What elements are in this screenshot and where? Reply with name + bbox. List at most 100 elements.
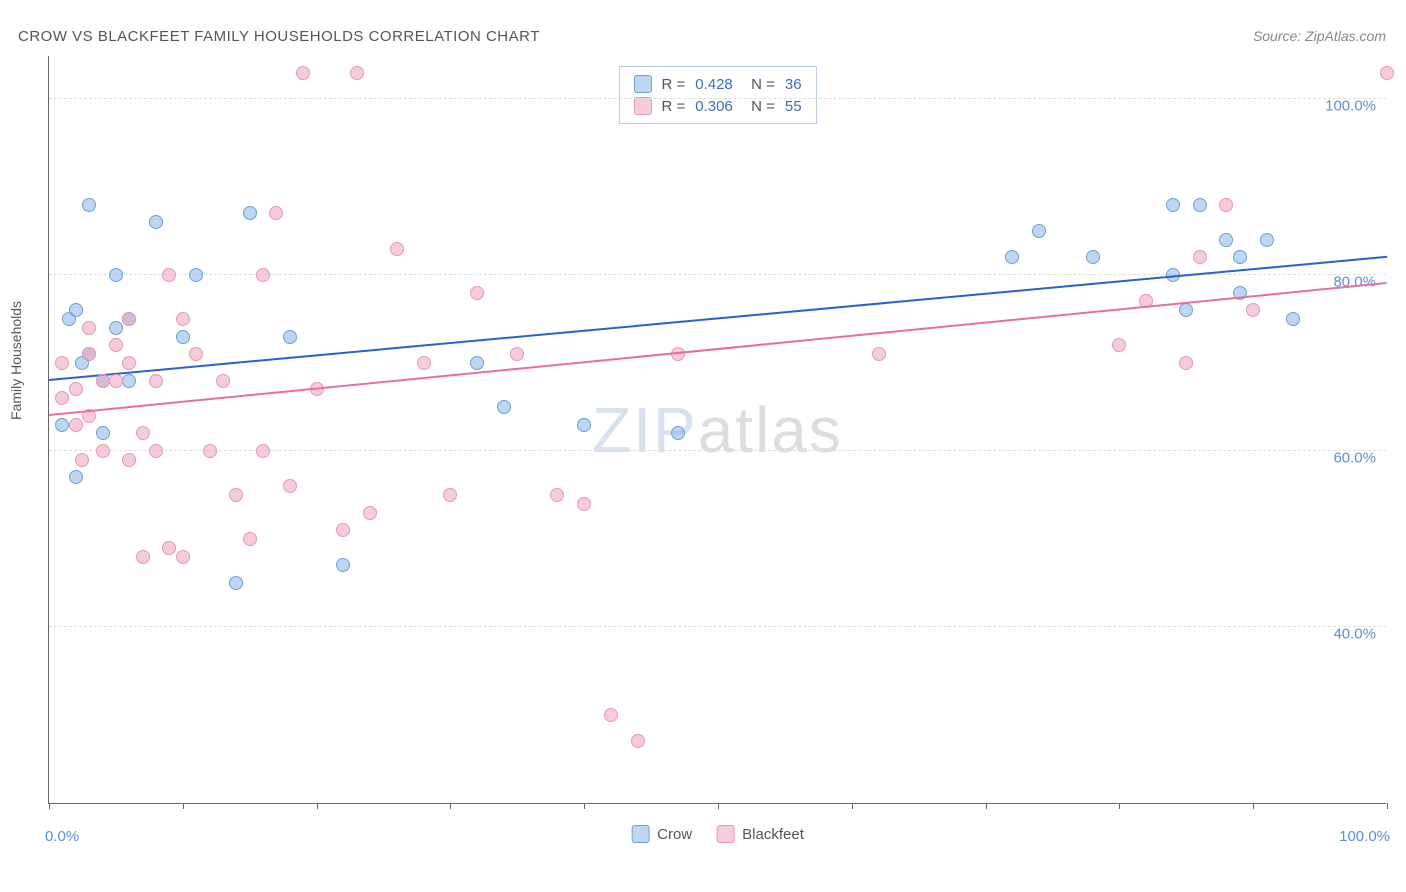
data-point (577, 497, 591, 511)
data-point (189, 268, 203, 282)
stat-n-label: N = (743, 76, 775, 93)
source-label: Source: ZipAtlas.com (1253, 28, 1386, 44)
data-point (149, 374, 163, 388)
data-point (550, 488, 564, 502)
data-point (122, 312, 136, 326)
data-point (122, 453, 136, 467)
data-point (872, 347, 886, 361)
data-point (336, 523, 350, 537)
data-point (336, 558, 350, 572)
data-point (604, 708, 618, 722)
x-tick (986, 803, 987, 809)
plot-area: ZIPatlas R = 0.428 N = 36R = 0.306 N = 5… (48, 56, 1386, 804)
data-point (390, 242, 404, 256)
y-axis-label: Family Households (8, 301, 24, 420)
data-point (55, 356, 69, 370)
x-tick (852, 803, 853, 809)
legend-swatch (716, 825, 734, 843)
data-point (189, 347, 203, 361)
gridline (49, 98, 1386, 99)
data-point (631, 734, 645, 748)
stat-r-value: 0.428 (695, 76, 733, 93)
data-point (470, 356, 484, 370)
stats-row: R = 0.428 N = 36 (633, 73, 801, 95)
data-point (122, 374, 136, 388)
data-point (671, 426, 685, 440)
data-point (229, 488, 243, 502)
data-point (82, 347, 96, 361)
x-tick (183, 803, 184, 809)
data-point (577, 418, 591, 432)
data-point (283, 330, 297, 344)
data-point (1005, 250, 1019, 264)
stat-n-value: 55 (785, 98, 802, 115)
data-point (1380, 66, 1394, 80)
data-point (1193, 198, 1207, 212)
legend-item: Crow (631, 825, 692, 843)
data-point (109, 268, 123, 282)
stat-n-value: 36 (785, 76, 802, 93)
data-point (176, 550, 190, 564)
legend-swatch (633, 97, 651, 115)
data-point (203, 444, 217, 458)
data-point (269, 206, 283, 220)
watermark-atlas: atlas (698, 394, 843, 466)
data-point (283, 479, 297, 493)
data-point (136, 550, 150, 564)
gridline (49, 626, 1386, 627)
data-point (122, 356, 136, 370)
data-point (1260, 233, 1274, 247)
stat-n-label: N = (743, 98, 775, 115)
data-point (69, 470, 83, 484)
data-point (1233, 250, 1247, 264)
trend-line (49, 282, 1387, 416)
data-point (149, 444, 163, 458)
data-point (136, 426, 150, 440)
legend-swatch (633, 75, 651, 93)
data-point (162, 268, 176, 282)
data-point (1246, 303, 1260, 317)
data-point (109, 321, 123, 335)
data-point (417, 356, 431, 370)
data-point (96, 426, 110, 440)
x-axis-max-label: 100.0% (1339, 828, 1390, 845)
x-axis-min-label: 0.0% (45, 828, 79, 845)
x-tick (718, 803, 719, 809)
gridline (49, 450, 1386, 451)
data-point (82, 198, 96, 212)
bottom-legend: Crow Blackfeet (631, 825, 804, 843)
stat-r-value: 0.306 (695, 98, 733, 115)
data-point (109, 374, 123, 388)
legend-label: Blackfeet (742, 826, 804, 843)
y-tick-label: 60.0% (1333, 450, 1376, 467)
data-point (1219, 198, 1233, 212)
data-point (243, 532, 257, 546)
data-point (1179, 356, 1193, 370)
data-point (55, 418, 69, 432)
y-tick-label: 40.0% (1333, 626, 1376, 643)
x-tick (1253, 803, 1254, 809)
data-point (443, 488, 457, 502)
data-point (69, 382, 83, 396)
data-point (176, 330, 190, 344)
data-point (82, 321, 96, 335)
data-point (69, 418, 83, 432)
chart-title: CROW VS BLACKFEET FAMILY HOUSEHOLDS CORR… (18, 28, 540, 45)
data-point (216, 374, 230, 388)
x-tick (49, 803, 50, 809)
x-tick (1387, 803, 1388, 809)
data-point (75, 453, 89, 467)
data-point (1193, 250, 1207, 264)
data-point (69, 303, 83, 317)
legend-swatch (631, 825, 649, 843)
stats-legend-box: R = 0.428 N = 36 R = 0.306 N = 55 (618, 66, 816, 124)
data-point (176, 312, 190, 326)
x-tick (584, 803, 585, 809)
data-point (1286, 312, 1300, 326)
x-tick (450, 803, 451, 809)
data-point (109, 338, 123, 352)
data-point (162, 541, 176, 555)
stat-r-label: R = (661, 98, 685, 115)
data-point (470, 286, 484, 300)
data-point (510, 347, 524, 361)
